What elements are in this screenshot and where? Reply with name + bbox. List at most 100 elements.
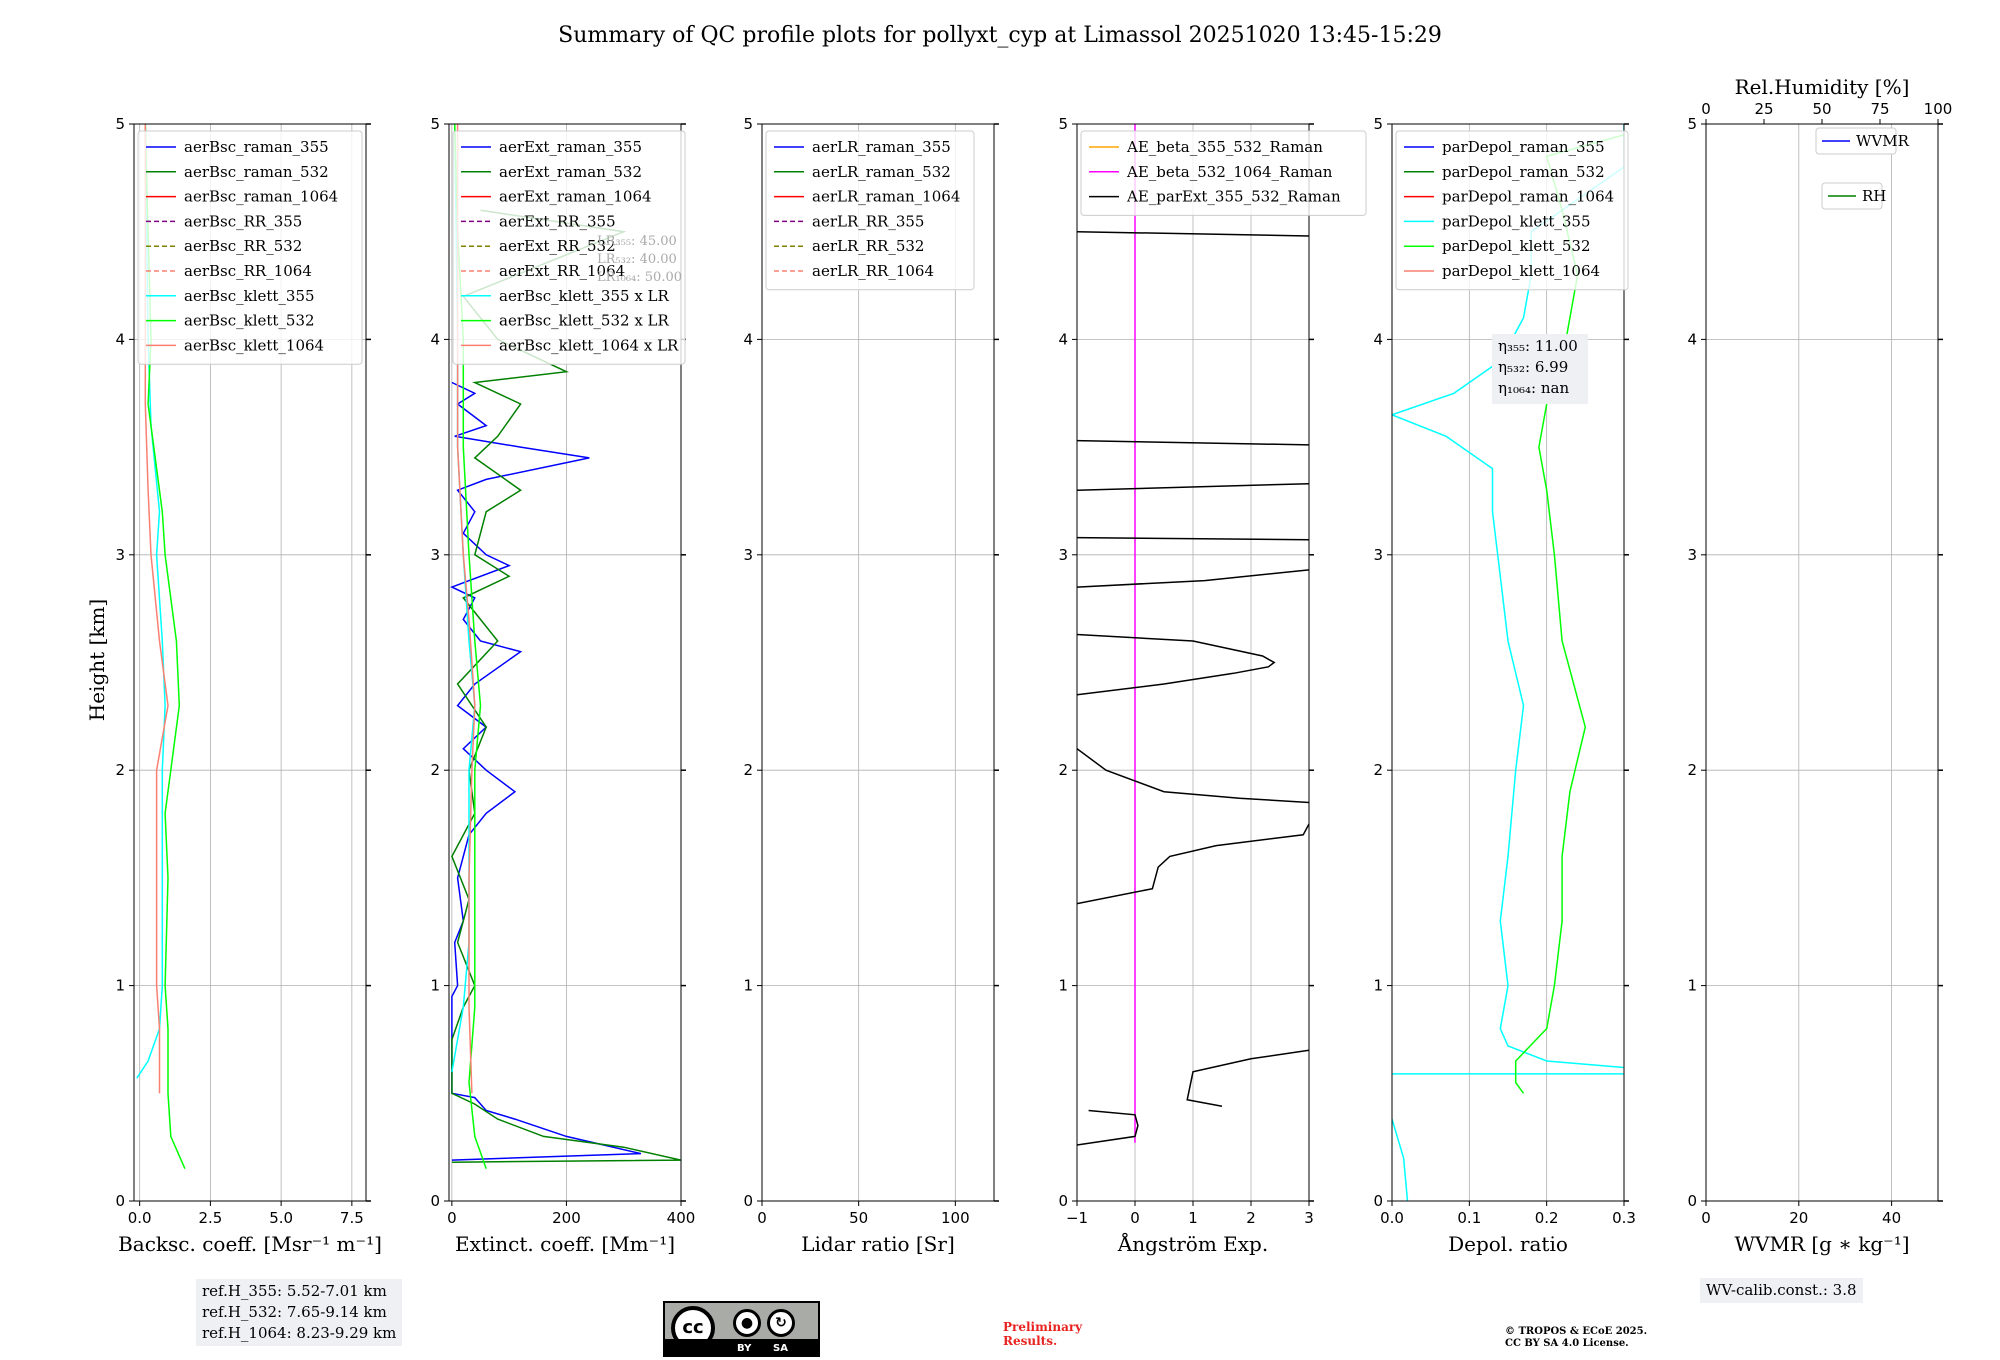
top-x-tick-label: 75	[1870, 100, 1889, 118]
series-group	[1077, 124, 1309, 1146]
legend-ext: aerExt_raman_355 aerExt_raman_532 aerExt_r…	[452, 130, 686, 365]
y-tick-label: 3	[743, 546, 753, 564]
by-person-icon: ●	[733, 1309, 761, 1337]
legend-label: aerExt_raman_355	[499, 138, 642, 156]
legend-frame	[1815, 127, 1897, 155]
legend-label: aerExt_RR_355	[499, 212, 616, 230]
plot-frame	[1391, 123, 1625, 1202]
legend-label: AE_beta_532_1064_Raman	[1126, 163, 1333, 181]
y-tick-label: 4	[115, 330, 125, 348]
sa-label: SA	[773, 1343, 788, 1354]
legend-label: aerBsc_klett_355	[184, 287, 315, 305]
wv-calibration-box: WV-calib.const.: 3.8	[1700, 1278, 1863, 1303]
legend-label: parDepol_raman_355	[1442, 138, 1605, 156]
y-tick-label: 2	[1058, 761, 1068, 779]
legend-label: aerBsc_klett_355 x LR	[499, 287, 670, 305]
x-axis-label-ext: Extinct. coeff. [Mm⁻¹]	[455, 1232, 675, 1256]
series-line-AE_parExt_355_532_Raman_g	[1077, 536, 1309, 541]
y-tick-label: 3	[1058, 546, 1068, 564]
series-line-AE_parExt_355_532_Raman_i	[1077, 439, 1309, 446]
legend-label: aerBsc_RR_355	[184, 212, 302, 230]
y-tick-label: 1	[743, 977, 753, 995]
lr-annotation: LR₅₃₂: 40.00	[597, 252, 677, 267]
y-tick-label: 4	[1687, 330, 1697, 348]
legend-label: aerBsc_raman_1064	[184, 188, 338, 206]
x-tick-label: 100	[941, 1209, 970, 1227]
series-line-parDepol_klett_355_c	[1392, 124, 1624, 1069]
series-line-aerBsc_klett_532	[144, 124, 186, 1170]
plot-frame	[1705, 123, 1939, 1202]
y-tick-label: 4	[430, 330, 440, 348]
y-tick-label: 0	[1373, 1192, 1383, 1210]
legend-label: parDepol_klett_355	[1442, 212, 1591, 230]
eta-annotation-box	[1492, 334, 1588, 404]
legend-label: parDepol_klett_1064	[1442, 262, 1600, 280]
y-tick-label: 5	[1058, 115, 1068, 133]
legend-label: aerLR_RR_1064	[812, 262, 934, 280]
legend-label: aerExt_RR_532	[499, 237, 616, 255]
legend-label: aerLR_raman_1064	[812, 188, 960, 206]
legend-label: AE_beta_355_532_Raman	[1126, 138, 1323, 156]
x-axis-label-bsc: Backsc. coeff. [Msr⁻¹ m⁻¹]	[118, 1232, 382, 1256]
copyright-line-1: © TROPOS & ECoE 2025.	[1505, 1326, 1648, 1337]
legend-label: RH	[1862, 187, 1886, 205]
top-x-tick-label: 25	[1754, 100, 1773, 118]
preliminary-results-note: Preliminary Results.	[1003, 1320, 1082, 1348]
y-tick-label: 3	[430, 546, 440, 564]
y-tick-label: 5	[743, 115, 753, 133]
x-tick-label: 400	[667, 1209, 696, 1227]
x-tick-label: 0.3	[1612, 1209, 1636, 1227]
panel-ext: 0 200 400 0 1 2 3 4 5 Extinct. coeff. [Mm⁻¹] aerEx…	[430, 115, 695, 1256]
series-line-aerExt_raman_355	[449, 381, 642, 1161]
y-tick-label: 0	[1058, 1192, 1068, 1210]
legend-label: WVMR	[1856, 132, 1910, 150]
legend-label: aerBsc_RR_1064	[184, 262, 312, 280]
eta-annotation: η₁₀₆₄: nan	[1498, 379, 1569, 397]
legend-label: AE_parExt_355_532_Raman	[1126, 188, 1341, 206]
y-tick-label: 2	[743, 761, 753, 779]
legend-frame	[1080, 130, 1367, 216]
top-x-axis-label: Rel.Humidity [%]	[1735, 75, 1910, 99]
legend-label: parDepol_klett_532	[1442, 237, 1591, 255]
series-line-AE_parExt_355_532_Raman	[1077, 1109, 1139, 1146]
x-tick-label: 0	[1701, 1209, 1711, 1227]
y-tick-label: 5	[1687, 115, 1697, 133]
top-x-tick-label: 0	[1701, 100, 1711, 118]
panels-group: 0.0 2.5 5.0 7.5 0 1 2 3 4 5 Backsc. coeff. [Msr⁻¹ …	[115, 75, 1952, 1256]
preliminary-line-2: Results.	[1003, 1334, 1058, 1348]
legend-label: parDepol_raman_532	[1442, 163, 1605, 181]
x-tick-label: 50	[849, 1209, 868, 1227]
cc-badge-bar	[665, 1339, 818, 1355]
series-line-parDepol_klett_355	[1392, 1118, 1409, 1201]
legend-label: aerBsc_klett_1064 x LR	[499, 336, 679, 354]
panel-depol: 0.0 0.1 0.2 0.3 0 1 2 3 4 5 Depol. ratio parDepol_r…	[1373, 115, 1635, 1256]
legend-depol: parDepol_raman_355 parDepol_raman_532 parD…	[1395, 130, 1629, 291]
y-tick-label: 1	[1058, 977, 1068, 995]
y-tick-label: 5	[115, 115, 125, 133]
y-tick-label: 1	[1687, 977, 1697, 995]
x-axis-label-lr: Lidar ratio [Sr]	[801, 1232, 955, 1256]
series-line-AE_parExt_355_532_Raman_h	[1077, 482, 1309, 491]
series-line-AE_parExt_355_532_Raman_c	[1077, 823, 1309, 905]
y-tick-label: 1	[115, 977, 125, 995]
series-line-AE_parExt_355_532_Raman_f	[1077, 569, 1309, 588]
copyright-line-2: CC BY SA 4.0 License.	[1505, 1338, 1629, 1349]
legend-frame	[137, 130, 363, 365]
y-tick-label: 1	[1373, 977, 1383, 995]
legend-frame	[765, 130, 975, 291]
y-tick-label: 3	[115, 546, 125, 564]
legend-label: parDepol_raman_1064	[1442, 188, 1614, 206]
y-tick-label: 2	[430, 761, 440, 779]
plot-frame	[448, 123, 682, 1202]
y-axis-label: Height [km]	[85, 599, 109, 721]
legend-label: aerExt_raman_1064	[499, 188, 652, 206]
series-line-AE_parExt_355_532_Raman_d	[1077, 748, 1309, 804]
legend-label: aerBsc_RR_532	[184, 237, 302, 255]
y-tick-label: 3	[1687, 546, 1697, 564]
y-tick-label: 0	[743, 1192, 753, 1210]
ref-height-1064: ref.H_1064: 8.23-9.29 km	[202, 1324, 397, 1342]
legend-ae: AE_beta_355_532_Raman AE_beta_532_1064_Ra…	[1080, 130, 1367, 216]
x-tick-label: 7.5	[340, 1209, 364, 1227]
top-x-tick-label: 100	[1924, 100, 1953, 118]
